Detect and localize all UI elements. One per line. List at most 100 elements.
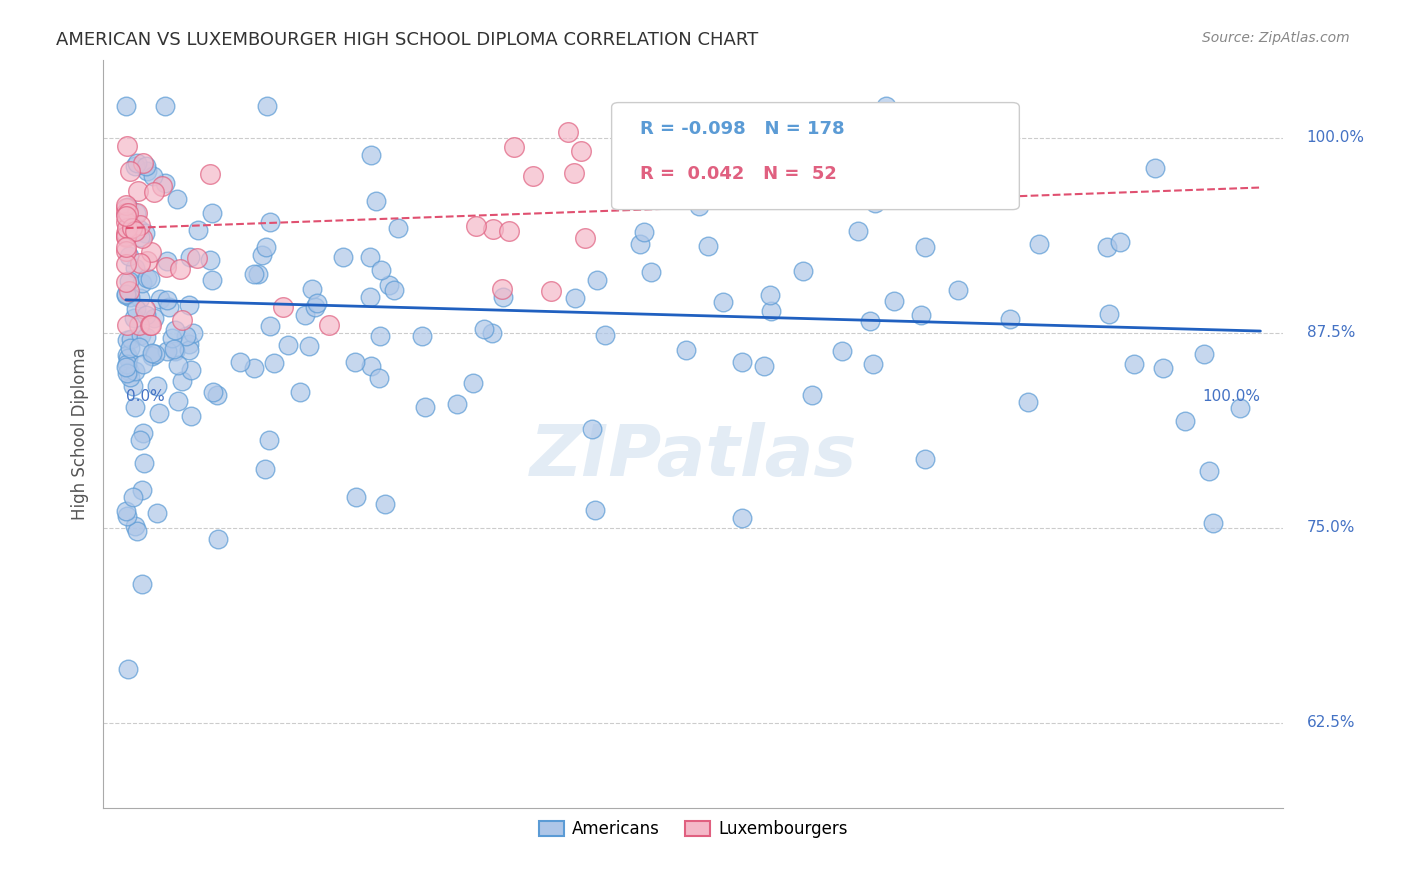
- Point: [564, 291, 586, 305]
- Point: [115, 504, 138, 518]
- Point: [711, 295, 734, 310]
- Point: [114, 215, 136, 229]
- Point: [256, 99, 278, 113]
- Point: [481, 326, 503, 340]
- Text: R = -0.098   N = 178: R = -0.098 N = 178: [640, 120, 845, 138]
- Point: [201, 273, 224, 287]
- Point: [863, 196, 886, 211]
- Point: [243, 267, 266, 281]
- Point: [118, 370, 141, 384]
- Point: [859, 313, 882, 327]
- Point: [128, 256, 150, 270]
- Point: [124, 261, 146, 276]
- Point: [117, 351, 139, 365]
- Point: [277, 338, 299, 352]
- Point: [118, 249, 141, 263]
- Point: [155, 293, 177, 307]
- Point: [697, 238, 720, 252]
- Point: [562, 166, 585, 180]
- Point: [948, 283, 970, 297]
- Point: [115, 244, 138, 258]
- Point: [290, 385, 312, 400]
- Point: [120, 164, 142, 178]
- Point: [127, 184, 149, 198]
- Point: [135, 330, 157, 344]
- Point: [259, 318, 281, 333]
- Point: [117, 274, 139, 288]
- Point: [128, 433, 150, 447]
- Point: [301, 282, 323, 296]
- Point: [128, 318, 150, 332]
- Point: [640, 265, 662, 279]
- Point: [246, 267, 269, 281]
- Point: [150, 178, 173, 193]
- Point: [586, 273, 609, 287]
- Point: [122, 490, 145, 504]
- Point: [141, 244, 163, 259]
- Point: [142, 169, 165, 183]
- Point: [370, 328, 392, 343]
- Point: [180, 409, 202, 423]
- Point: [153, 99, 176, 113]
- Point: [117, 662, 139, 676]
- Point: [360, 359, 382, 374]
- Point: [124, 364, 146, 378]
- Point: [138, 318, 160, 332]
- Point: [177, 343, 200, 357]
- Point: [257, 434, 280, 448]
- Point: [120, 332, 142, 346]
- Point: [207, 532, 229, 546]
- Point: [360, 148, 382, 162]
- Point: [179, 337, 201, 351]
- Point: [135, 308, 157, 322]
- Point: [201, 206, 224, 220]
- Point: [633, 225, 655, 239]
- Point: [914, 452, 936, 467]
- Point: [127, 524, 149, 539]
- Point: [125, 206, 148, 220]
- Point: [131, 276, 153, 290]
- Point: [413, 401, 436, 415]
- Point: [122, 379, 145, 393]
- Point: [170, 313, 193, 327]
- Point: [366, 194, 388, 209]
- Point: [253, 462, 276, 476]
- Point: [271, 300, 294, 314]
- Point: [118, 284, 141, 298]
- Point: [801, 388, 824, 402]
- Point: [250, 248, 273, 262]
- Point: [731, 355, 754, 369]
- Point: [474, 321, 496, 335]
- Point: [169, 261, 191, 276]
- Point: [132, 155, 155, 169]
- Point: [117, 200, 139, 214]
- Text: Source: ZipAtlas.com: Source: ZipAtlas.com: [1202, 31, 1350, 45]
- Point: [540, 284, 562, 298]
- Point: [132, 357, 155, 371]
- Point: [115, 230, 138, 244]
- Text: ZIPatlas: ZIPatlas: [530, 422, 856, 491]
- Text: 87.5%: 87.5%: [1306, 325, 1355, 340]
- Point: [557, 125, 579, 139]
- Point: [1229, 401, 1251, 416]
- Point: [492, 290, 515, 304]
- Point: [121, 220, 143, 235]
- Legend: Americans, Luxembourgers: Americans, Luxembourgers: [531, 814, 855, 845]
- Point: [125, 155, 148, 169]
- Point: [128, 229, 150, 244]
- Point: [1028, 236, 1050, 251]
- Point: [115, 348, 138, 362]
- Point: [344, 355, 367, 369]
- Text: R =  0.042   N =  52: R = 0.042 N = 52: [640, 165, 837, 183]
- Point: [115, 286, 138, 301]
- Point: [129, 328, 152, 343]
- Point: [482, 222, 505, 236]
- Text: 100.0%: 100.0%: [1306, 130, 1365, 145]
- Point: [205, 388, 228, 402]
- Point: [583, 502, 606, 516]
- Point: [446, 397, 468, 411]
- Point: [149, 292, 172, 306]
- Point: [156, 253, 179, 268]
- Point: [503, 139, 526, 153]
- Point: [243, 361, 266, 376]
